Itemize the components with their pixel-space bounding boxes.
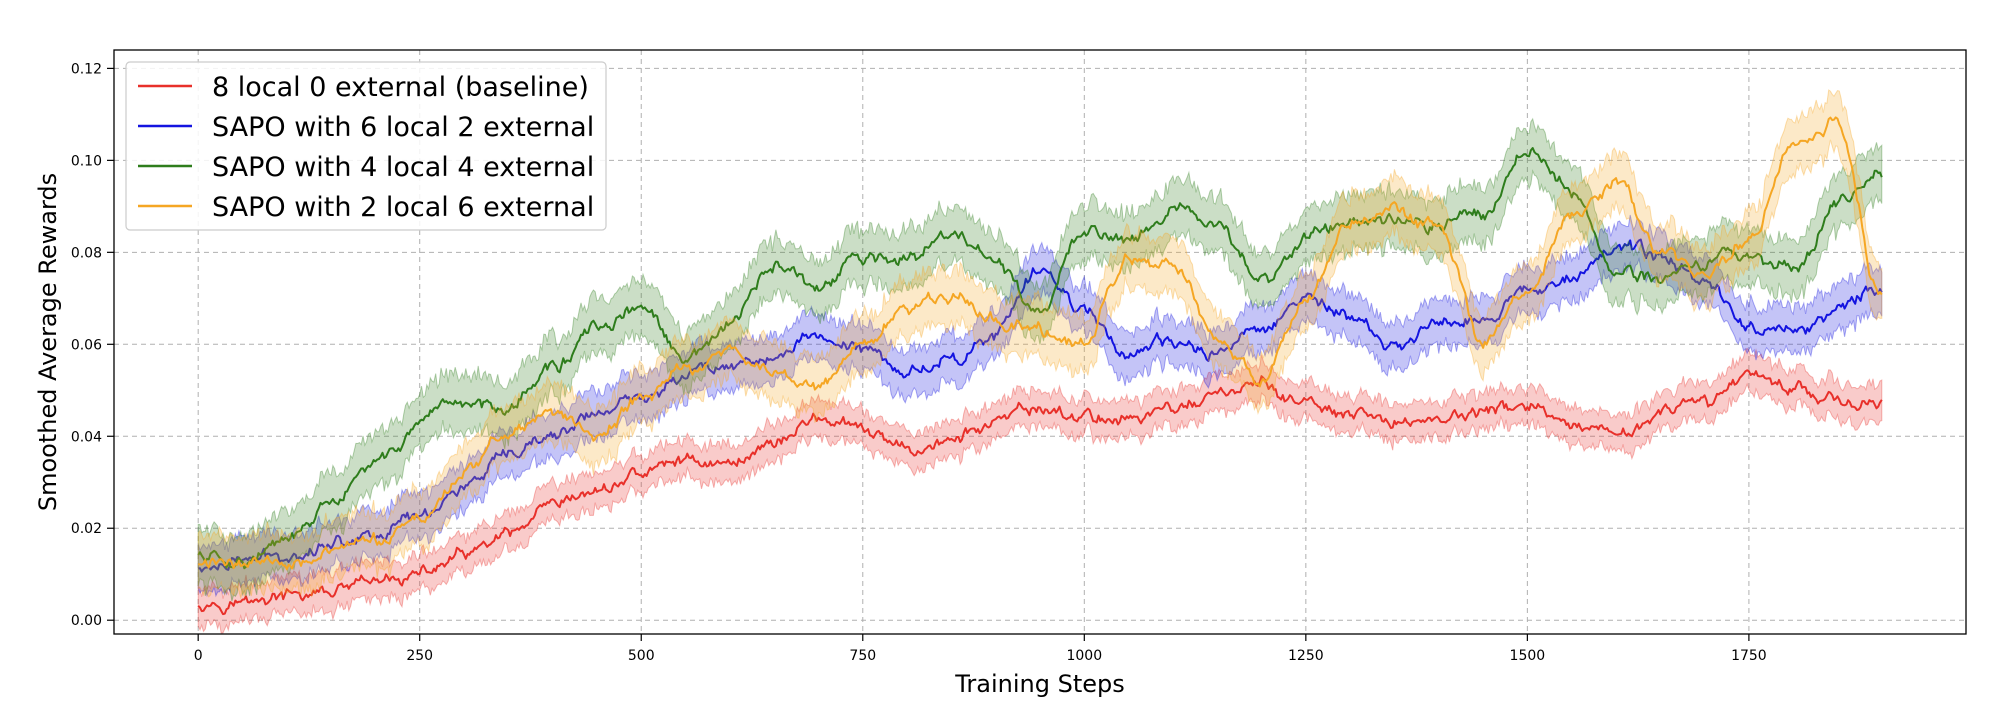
y-tick-label: 0.12 <box>71 61 102 77</box>
y-tick-label: 0.02 <box>71 521 102 537</box>
legend-label-1: 8 local 0 external (baseline) <box>212 72 589 103</box>
legend-label-4: SAPO with 2 local 6 external <box>212 192 594 223</box>
x-tick-label: 1250 <box>1288 648 1324 664</box>
x-tick-label: 500 <box>628 648 655 664</box>
legend-box <box>125 61 607 231</box>
y-tick-label: 0.08 <box>71 245 102 261</box>
series-line-3 <box>197 147 1883 570</box>
plot-frame <box>113 49 1967 635</box>
series-band-3 <box>197 117 1883 602</box>
series-line-4 <box>198 116 1883 571</box>
legend: 8 local 0 external (baseline) SAPO with 6… <box>125 61 607 231</box>
x-tick-label: 1000 <box>1066 648 1102 664</box>
series-band-4 <box>197 89 1883 600</box>
y-tick-label: 0.06 <box>71 337 102 353</box>
plot-area <box>197 89 1883 634</box>
x-tick-label: 0 <box>194 648 203 664</box>
series-band-1 <box>197 347 1883 634</box>
series-band-2 <box>197 214 1883 598</box>
legend-label-2: SAPO with 6 local 2 external <box>212 112 594 143</box>
y-tick-label: 0.00 <box>71 613 102 629</box>
x-tick-label: 250 <box>406 648 433 664</box>
legend-label-3: SAPO with 4 local 4 external <box>212 152 594 183</box>
series-line-2 <box>198 238 1883 573</box>
x-tick-label: 1500 <box>1510 648 1546 664</box>
series-line-1 <box>197 369 1883 616</box>
x-tick-label: 1750 <box>1731 648 1767 664</box>
y-tick-label: 0.04 <box>71 429 102 445</box>
x-axis-label: Training Steps <box>954 670 1124 698</box>
axes: 0 250 500 750 1000 1250 1500 1750 0.00 0.02 0.04 0.… <box>71 61 1767 664</box>
x-tick-label: 750 <box>849 648 876 664</box>
y-axis-label: Smoothed Average Rewards <box>34 173 62 511</box>
y-tick-label: 0.10 <box>71 153 102 169</box>
